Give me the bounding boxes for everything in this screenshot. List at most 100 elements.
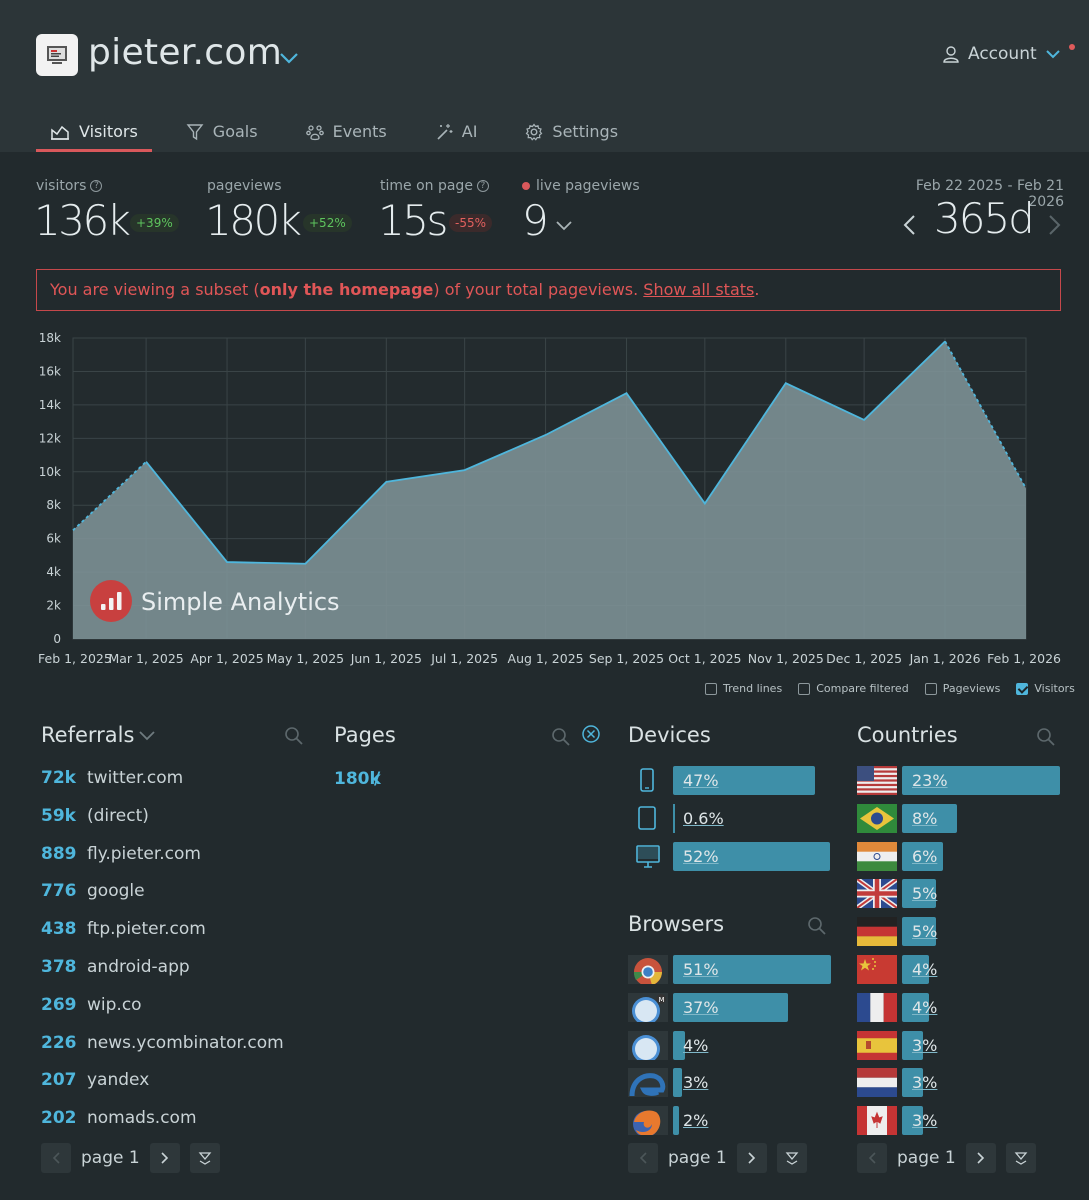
pageviews-change-badge: +52%	[303, 214, 352, 232]
referral-name: yandex	[87, 1070, 150, 1091]
browsers-row[interactable]: 51%	[628, 955, 831, 984]
help-icon[interactable]: ?	[90, 180, 103, 192]
y-tick-label: 18k	[39, 331, 61, 345]
referral-row[interactable]: 269 wip.co	[41, 995, 142, 1015]
share-percent: 47%	[683, 771, 719, 790]
previous-page-button[interactable]	[41, 1143, 71, 1173]
share-percent: 3%	[912, 1035, 938, 1055]
countries-row[interactable]: 3%	[857, 1068, 1060, 1098]
legend-compare-filtered[interactable]: Compare filtered	[798, 682, 909, 695]
visitors-line-partial-start	[72, 461, 147, 531]
visitors-area	[73, 341, 1026, 639]
devices-row[interactable]: 52%	[634, 842, 830, 871]
help-icon[interactable]: ?	[476, 180, 489, 192]
previous-page-button[interactable]	[628, 1143, 658, 1173]
browsers-row[interactable]: 4%	[628, 1030, 831, 1060]
referral-row[interactable]: 438 ftp.pieter.com	[41, 919, 206, 939]
share-percent: 52%	[683, 847, 719, 866]
tablet-icon	[638, 806, 656, 830]
next-page-button[interactable]	[149, 1143, 180, 1173]
pages-row[interactable]: 180k /	[334, 769, 381, 789]
countries-row[interactable]: 4%	[857, 992, 1060, 1022]
site-switcher-chevron-icon[interactable]	[279, 50, 299, 66]
tab-goals[interactable]: Goals	[172, 112, 272, 152]
share-percent: 3%	[683, 1073, 709, 1093]
countries-search-icon[interactable]	[1036, 727, 1056, 747]
next-page-button[interactable]	[736, 1143, 767, 1173]
browsers-row[interactable]: M 37%	[628, 992, 831, 1022]
referral-row[interactable]: 226 news.ycombinator.com	[41, 1033, 284, 1053]
referral-row[interactable]: 72k twitter.com	[41, 768, 183, 788]
countries-row[interactable]: 4%	[857, 955, 1060, 984]
site-name[interactable]: pieter.com	[88, 32, 283, 73]
next-page-button[interactable]	[965, 1143, 996, 1173]
pages-search-icon[interactable]	[551, 727, 571, 747]
countries-row[interactable]: 23%	[857, 766, 1060, 795]
tab-events[interactable]: Events	[292, 112, 401, 152]
pageviews-value: 180k	[205, 196, 302, 245]
browsers-row[interactable]: 2%	[628, 1106, 831, 1136]
safari-icon	[628, 1030, 668, 1060]
date-range[interactable]: Feb 22 2025 - Feb 21 2026	[915, 178, 1064, 210]
referral-row[interactable]: 207 yandex	[41, 1070, 149, 1090]
devices-row[interactable]: 47%	[634, 766, 830, 795]
share-bar	[673, 1068, 683, 1098]
referrals-search-icon[interactable]	[284, 726, 304, 746]
tab-settings[interactable]: Settings	[511, 112, 632, 152]
y-tick-label: 8k	[46, 498, 61, 512]
legend-trend-lines[interactable]: Trend lines	[705, 682, 782, 695]
referral-row[interactable]: 889 fly.pieter.com	[41, 844, 201, 864]
legend-pageviews[interactable]: Pageviews	[924, 682, 1000, 695]
mobile-safari-icon: M	[628, 992, 668, 1022]
referral-row[interactable]: 378 android-app	[41, 957, 190, 977]
tab-ai[interactable]: AI	[421, 112, 492, 152]
expand-list-button[interactable]	[1005, 1143, 1036, 1173]
account-menu[interactable]: Account	[942, 44, 1061, 64]
referral-count: 776	[41, 881, 77, 902]
x-tick-label: Mar 1, 2025	[108, 651, 183, 666]
countries-row[interactable]: 8%	[857, 803, 1060, 833]
browsers-row[interactable]: 3%	[628, 1068, 831, 1098]
referrals-chevron-icon[interactable]	[138, 729, 156, 743]
devices-row[interactable]: 0.6%	[634, 804, 830, 833]
x-tick-label: Feb 1, 2026	[987, 651, 1061, 666]
countries-title: Countries	[857, 723, 958, 747]
previous-period-icon[interactable]	[901, 214, 919, 236]
previous-page-button[interactable]	[857, 1143, 887, 1173]
x-tick-label: Apr 1, 2025	[190, 651, 263, 666]
countries-row[interactable]: 6%	[857, 841, 1060, 871]
referrals-title[interactable]: Referrals	[41, 723, 135, 747]
countries-row[interactable]: 5%	[857, 879, 1060, 909]
expand-list-button[interactable]	[189, 1143, 220, 1173]
browsers-search-icon[interactable]	[807, 916, 827, 936]
legend-visitors[interactable]: Visitors	[1016, 682, 1075, 695]
expand-down-icon	[785, 1152, 799, 1165]
referral-row[interactable]: 59k (direct)	[41, 806, 149, 826]
referral-count: 378	[41, 957, 77, 977]
page-indicator: page 1	[668, 1148, 727, 1168]
expand-list-button[interactable]	[776, 1143, 807, 1173]
chevron-right-icon	[161, 1152, 168, 1164]
header: pieter.com Account Visitors Goals	[0, 0, 1089, 152]
y-tick-label: 14k	[39, 398, 61, 412]
nl-flag-icon	[857, 1068, 897, 1098]
countries-row[interactable]: 3%	[857, 1106, 1060, 1136]
tab-visitors[interactable]: Visitors	[36, 112, 152, 152]
site-logo[interactable]	[36, 34, 78, 76]
live-expand-chevron-icon[interactable]	[555, 219, 573, 233]
countries-row[interactable]: 3%	[857, 1030, 1060, 1060]
referral-row[interactable]: 776 google	[41, 881, 145, 901]
share-percent: 2%	[683, 1111, 709, 1131]
period-value[interactable]: 365d	[934, 194, 1035, 243]
countries-row[interactable]: 5%	[857, 917, 1060, 947]
paw-icon	[305, 125, 324, 141]
cn-flag-icon	[857, 955, 897, 984]
referral-row[interactable]: 202 nomads.com	[41, 1108, 197, 1128]
clear-filter-icon[interactable]	[581, 724, 601, 744]
show-all-stats-link[interactable]: Show all stats	[643, 280, 755, 299]
time-on-page-change-badge: -55%	[449, 214, 493, 232]
next-period-icon[interactable]	[1045, 214, 1063, 236]
ca-flag-icon	[857, 1106, 897, 1136]
tab-label: Visitors	[79, 122, 138, 141]
